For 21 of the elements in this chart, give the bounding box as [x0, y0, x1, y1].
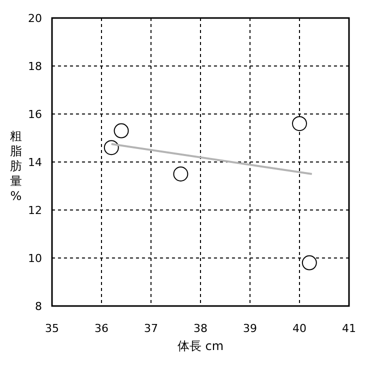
- point: [292, 116, 307, 132]
- point: [173, 166, 188, 182]
- point: [302, 255, 317, 270]
- x-tick-label: 37: [144, 322, 158, 335]
- y-tick-label: 12: [28, 204, 42, 217]
- y-tick-label: 18: [28, 60, 42, 73]
- x-tick-label: 41: [342, 322, 356, 335]
- y-axis-title: 粗脂肪量%: [10, 129, 22, 203]
- y-tick-label: 8: [35, 300, 42, 313]
- x-tick-label: 36: [94, 322, 108, 335]
- x-tick-label: 39: [243, 322, 257, 335]
- y-tick-label: 14: [28, 156, 42, 169]
- y-tick-label: 16: [28, 108, 42, 121]
- point: [114, 123, 129, 138]
- x-tick-label: 40: [292, 322, 306, 335]
- x-tick-label: 35: [45, 322, 59, 335]
- y-tick-label: 20: [28, 12, 42, 25]
- x-tick-label: 38: [194, 322, 208, 335]
- x-axis-title: 体長 cm: [177, 339, 224, 353]
- y-tick-label: 10: [28, 252, 42, 265]
- point: [104, 140, 119, 156]
